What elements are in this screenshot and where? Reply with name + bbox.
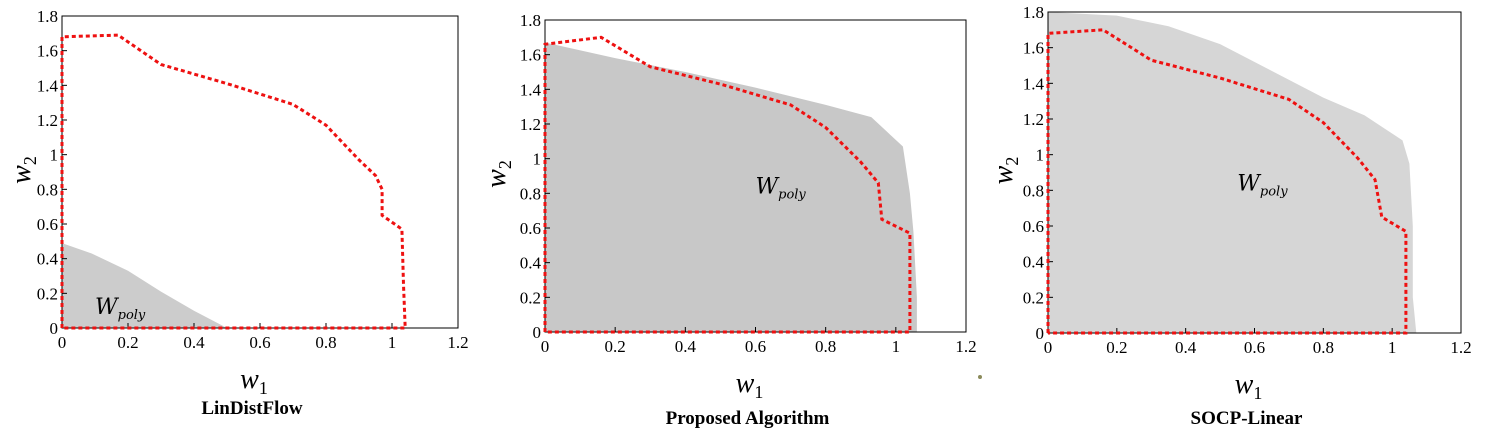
chart-panel-2: 0 0.2 0.4 0.6 0.8 1 1.2 0 0.2 0.4 0.6 0.8 1 1.2 1.4 1.6… [481, 11, 977, 429]
x-tick-label: 0.4 [675, 337, 697, 356]
y-tick-label: 0 [1036, 324, 1045, 343]
shaded-region [545, 42, 917, 332]
y-tick-label: 1 [533, 150, 542, 169]
x-tick-label: 0 [541, 337, 550, 356]
x-axis-label: w1 [736, 368, 764, 402]
x-tick-label: 0.6 [745, 337, 766, 356]
y-tick-label: 1.8 [520, 11, 541, 30]
x-tick-label: 0.8 [1313, 338, 1334, 357]
y-tick-label: 0.4 [520, 254, 542, 273]
y-tick-label: 0.4 [37, 250, 59, 269]
x-tick-label: 0.4 [1175, 338, 1197, 357]
x-tick-label: 1 [892, 337, 901, 356]
y-tick-label: 0.4 [1023, 253, 1045, 272]
y-tick-label: 1.2 [37, 111, 58, 130]
region-annotation: Wpoly [95, 295, 146, 323]
x-tick-label: 0.6 [249, 333, 270, 352]
y-tick-label: 1.4 [1023, 74, 1045, 93]
y-tick-label: 1 [50, 146, 59, 165]
y-tick-label: 0.8 [520, 184, 541, 203]
y-tick-label: 0.2 [1023, 288, 1044, 307]
y-tick-label: 1.2 [1023, 110, 1044, 129]
y-axis-label: w2 [481, 160, 515, 188]
y-tick-label: 0 [50, 319, 59, 338]
x-tick-label: 1.2 [1450, 338, 1471, 357]
x-tick-label: 1.2 [955, 337, 976, 356]
y-tick-label: 0.8 [1023, 181, 1044, 200]
x-axis-label: w1 [1235, 369, 1263, 403]
x-tick-label: 1 [1388, 338, 1397, 357]
x-tick-label: 0.2 [605, 337, 626, 356]
y-tick-label: 1 [1036, 146, 1045, 165]
shaded-region [1048, 12, 1417, 333]
region-annotation: Wpoly [1237, 171, 1288, 199]
y-axis-label: w2 [6, 156, 40, 184]
boundary-line [1046, 28, 1408, 335]
y-tick-label: 1.8 [37, 7, 58, 26]
y-tick-label: 1.6 [520, 46, 541, 65]
x-tick-label: 0 [58, 333, 67, 352]
y-tick-label: 0.6 [520, 219, 541, 238]
x-tick-label: 0.4 [183, 333, 205, 352]
x-tick-label: 0.2 [1106, 338, 1127, 357]
x-tick-label: 0 [1044, 338, 1053, 357]
y-tick-label: 0.6 [37, 215, 58, 234]
stray-dot [978, 375, 982, 379]
y-tick-label: 1.4 [520, 80, 542, 99]
boundary-line [60, 33, 407, 330]
chart-panel-3: 0 0.2 0.4 0.6 0.8 1 1.2 0 0.2 0.4 0.6 0.8 1 1.2 1.4 1.6… [988, 3, 1472, 429]
shaded-region [62, 243, 409, 328]
x-tick-label: 0.6 [1244, 338, 1265, 357]
x-tick-label: 0.8 [315, 333, 336, 352]
x-axis-label: w1 [240, 364, 268, 398]
x-tick-label: 0.8 [815, 337, 836, 356]
y-tick-label: 0.2 [520, 288, 541, 307]
region-annotation: Wpoly [756, 174, 807, 202]
y-tick-label: 0.2 [37, 284, 58, 303]
y-axis-label: w2 [988, 157, 1022, 185]
y-tick-label: 1.8 [1023, 3, 1044, 22]
chart-panel-1: 0 0.2 0.4 0.6 0.8 1 1.2 0 0.2 0.4 0.6 0.8 1 1.2 1.4 1.6… [6, 7, 469, 419]
x-tick-label: 1.2 [447, 333, 468, 352]
y-tick-label: 0.6 [1023, 217, 1044, 236]
y-tick-label: 1.2 [520, 115, 541, 134]
panel-caption: LinDistFlow [201, 398, 303, 419]
y-tick-label: 1.4 [37, 76, 59, 95]
panel-caption: SOCP-Linear [1191, 408, 1303, 429]
boundary-line [543, 35, 912, 334]
x-tick-label: 1 [388, 333, 397, 352]
y-tick-label: 0 [533, 323, 542, 342]
y-tick-label: 0.8 [37, 180, 58, 199]
panel-caption: Proposed Algorithm [666, 408, 830, 429]
x-tick-label: 0.2 [117, 333, 138, 352]
y-tick-label: 1.6 [1023, 39, 1044, 58]
y-tick-label: 1.6 [37, 42, 58, 61]
